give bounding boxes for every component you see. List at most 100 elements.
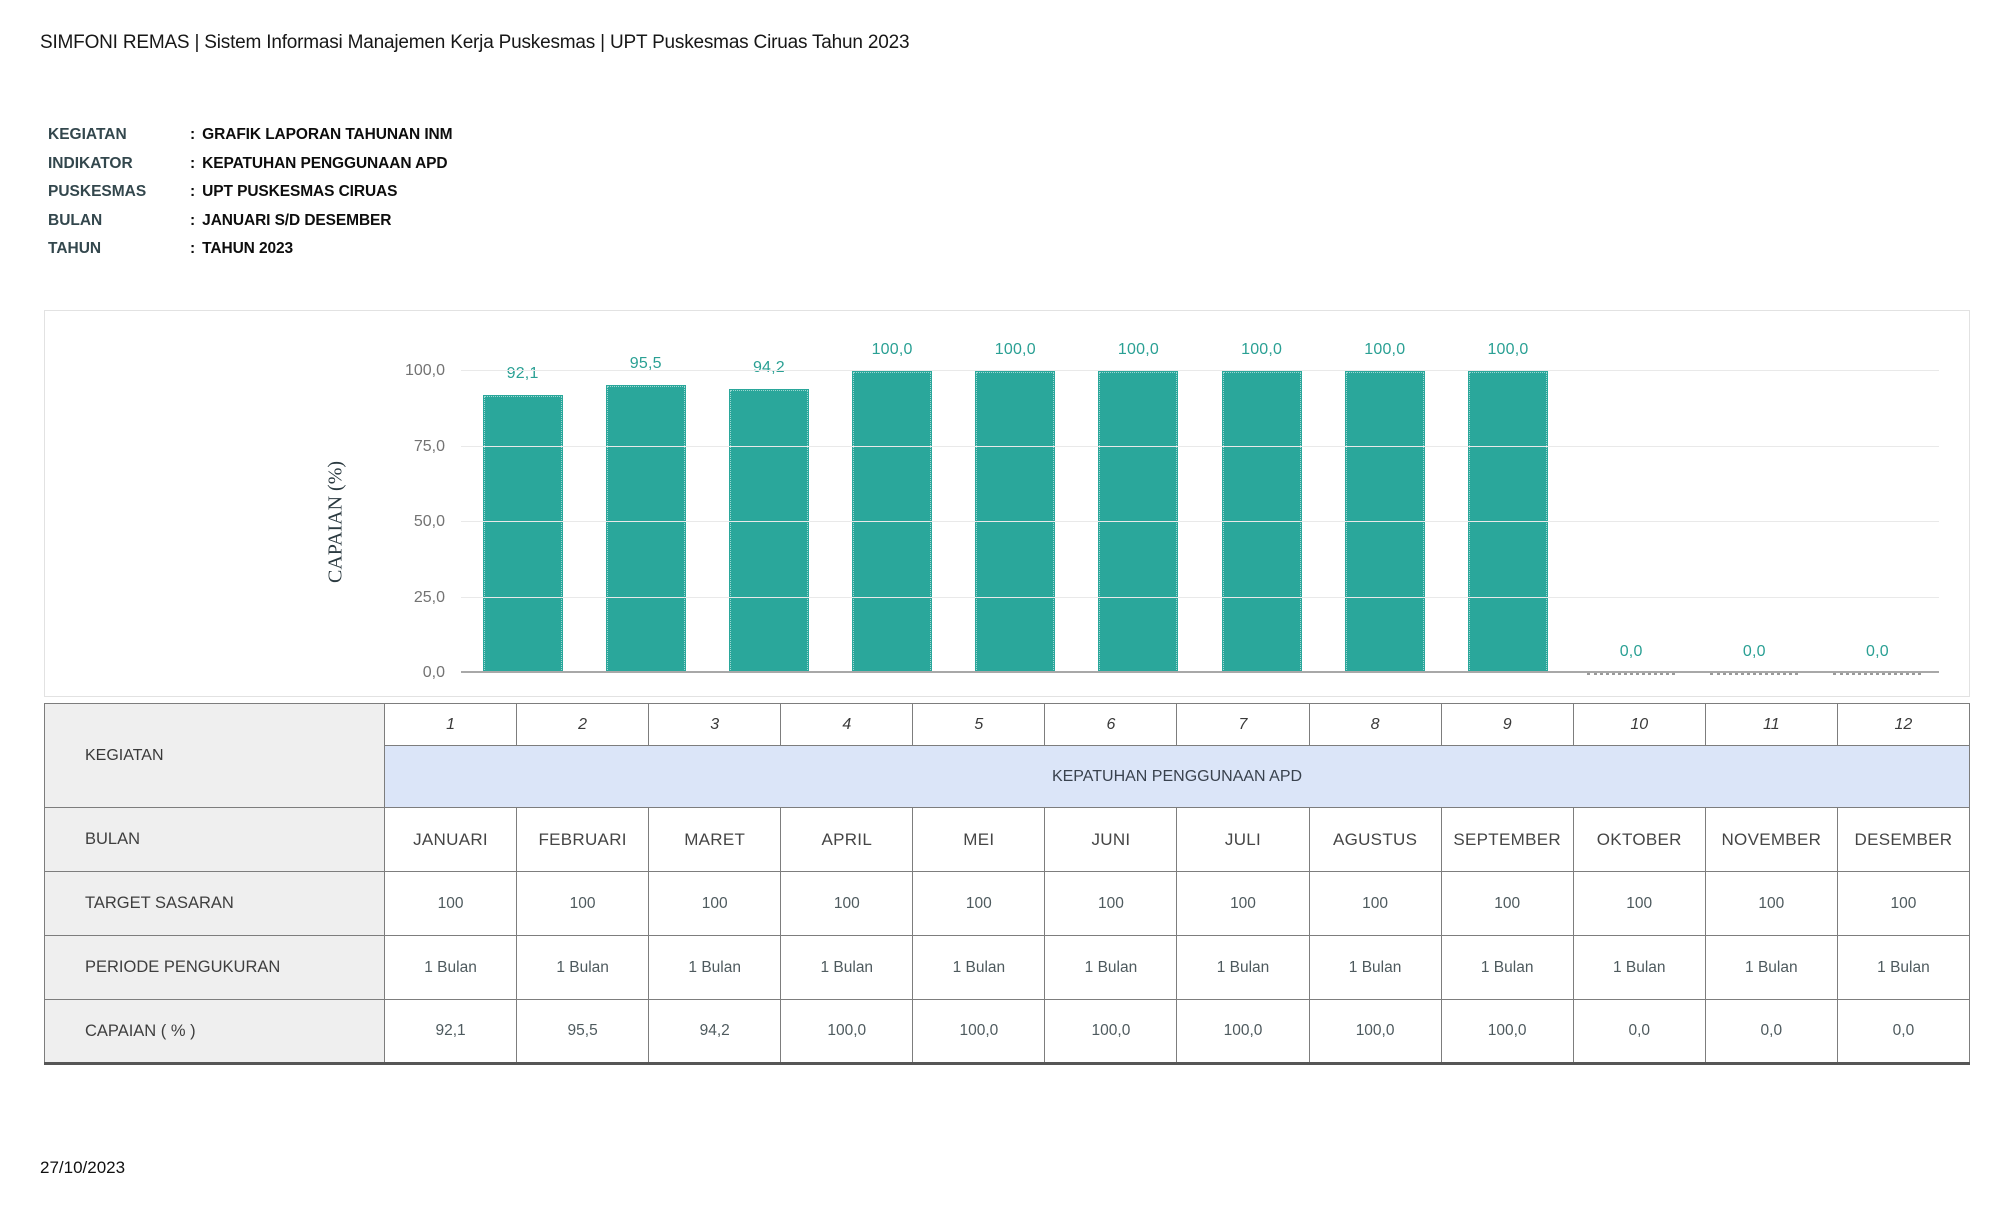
bar-slot-agustus: 100,0 xyxy=(1323,341,1446,673)
bar-februari[interactable] xyxy=(605,385,686,673)
bar-juni[interactable] xyxy=(1098,371,1179,673)
report-meta: KEGIATAN: GRAFIK LAPORAN TAHUNAN INM INDI… xyxy=(48,121,453,264)
bar-slot-mei: 100,0 xyxy=(954,341,1077,673)
table-cell: 100 xyxy=(1440,871,1574,936)
meta-label: TAHUN xyxy=(48,240,102,258)
report-table: KEGIATAN 1 2 3 4 5 6 7 8 9 10 11 12 KEPATUHAN PENGG… xyxy=(44,703,1971,1065)
gridline xyxy=(461,596,1939,598)
meta-row-puskesmas: PUSKESMAS: UPT PUSKESMAS CIRUAS xyxy=(48,178,452,207)
table-row-periode-pengukuran: PERIODE PENGUKURAN 1 Bulan 1 Bulan 1 Bulan… xyxy=(44,935,1971,1000)
table-row-capaian: CAPAIAN ( % ) 92,1 95,5 94,2 100,0 100,0 100,… xyxy=(44,999,1971,1064)
table-cell: 1 Bulan xyxy=(1044,935,1178,1000)
bar-value-label: 100,0 xyxy=(1241,341,1283,358)
table-corner-label: KEGIATAN xyxy=(44,703,385,808)
bar-mei[interactable] xyxy=(975,371,1056,673)
bar-januari[interactable] xyxy=(482,395,563,673)
bar-value-label: 100,0 xyxy=(994,341,1036,358)
meta-value: UPT PUSKESMAS CIRUAS xyxy=(202,183,398,201)
bar-maret[interactable] xyxy=(728,389,809,673)
month-number-cell: 4 xyxy=(780,703,914,746)
table-cell: FEBRUARI xyxy=(516,807,650,872)
table-cell: 1 Bulan xyxy=(516,935,650,1000)
table-cell: 1 Bulan xyxy=(912,935,1046,1000)
table-cell: 100,0 xyxy=(1440,999,1574,1064)
table-cell: 100 xyxy=(516,871,650,936)
table-cell: 100,0 xyxy=(1176,999,1310,1064)
table-cell: 1 Bulan xyxy=(383,935,518,1000)
bar-value-label: 0,0 xyxy=(1866,643,1889,660)
plot-area: 92,1 95,5 94,2 100,0 100,0 100,0 100,0 100,0 100… xyxy=(461,341,1939,675)
meta-separator: : xyxy=(190,240,196,258)
meta-row-bulan: BULAN: JANUARI S/D DESEMBER xyxy=(48,207,452,236)
meta-label: KEGIATAN xyxy=(48,126,127,144)
footer-date: 27/10/2023 xyxy=(40,1158,126,1177)
meta-value: TAHUN 2023 xyxy=(202,240,294,258)
table-cell: SEPTEMBER xyxy=(1440,807,1574,872)
bar-september[interactable] xyxy=(1467,371,1548,673)
table-cell: 100,0 xyxy=(1044,999,1178,1064)
bar-slot-februari: 95,5 xyxy=(584,355,707,673)
table-cell: 100 xyxy=(1176,871,1310,936)
meta-value: KEPATUHAN PENGGUNAAN APD xyxy=(202,154,448,172)
table-cell: 100 xyxy=(780,871,914,936)
table-cell: 1 Bulan xyxy=(780,935,914,1000)
y-axis-tick-label: 50,0 xyxy=(413,513,445,530)
table-cell: JULI xyxy=(1176,807,1310,872)
table-cell: 1 Bulan xyxy=(1176,935,1310,1000)
table-cell: 92,1 xyxy=(383,999,518,1064)
bar-value-label: 100,0 xyxy=(1364,341,1406,358)
bar-chart: CAPAIAN (%) 92,1 95,5 94,2 100,0 100,0 100,0 1… xyxy=(44,310,1970,697)
table-cell: 100,0 xyxy=(912,999,1046,1064)
page-title: SIMFONI REMAS | Sistem Informasi Manajem… xyxy=(40,32,910,53)
bar-value-label: 0,0 xyxy=(1742,643,1766,660)
table-cell: 94,2 xyxy=(648,999,782,1064)
table-cell: JANUARI xyxy=(383,807,518,872)
month-number-cell: 11 xyxy=(1704,703,1838,746)
table-row-bulan: BULAN JANUARI FEBRUARI MARET APRIL MEI JUNI JU… xyxy=(44,807,1971,872)
table-cell: 100 xyxy=(1044,871,1178,936)
bar-slot-maret: 94,2 xyxy=(707,359,830,673)
month-number-cell: 6 xyxy=(1044,703,1178,746)
meta-value: GRAFIK LAPORAN TAHUNAN INM xyxy=(202,126,453,144)
table-cell: 1 Bulan xyxy=(1308,935,1442,1000)
bar-slot-januari: 92,1 xyxy=(461,365,584,673)
bar-juli[interactable] xyxy=(1221,371,1302,673)
table-cell: 0,0 xyxy=(1836,999,1971,1064)
bar-agustus[interactable] xyxy=(1344,371,1425,673)
meta-separator: : xyxy=(190,154,196,172)
month-number-cell: 5 xyxy=(912,703,1046,746)
y-axis-tick-label: 75,0 xyxy=(413,437,445,455)
row-label-capaian: CAPAIAN ( % ) xyxy=(44,999,385,1064)
y-axis-tick-label: 0,0 xyxy=(422,664,445,681)
zero-bar-november xyxy=(1710,672,1799,675)
table-cell: JUNI xyxy=(1044,807,1178,872)
table-cell: AGUSTUS xyxy=(1308,807,1442,872)
y-axis-tick-label: 100,0 xyxy=(404,362,445,379)
table-cell: 1 Bulan xyxy=(1572,935,1706,1000)
bar-april[interactable] xyxy=(852,371,933,673)
table-cell: 100,0 xyxy=(1308,999,1442,1064)
bar-value-label: 92,1 xyxy=(506,365,539,382)
table-cell: 100 xyxy=(648,871,782,936)
table-cell: 1 Bulan xyxy=(1836,935,1971,1000)
bar-slot-juli: 100,0 xyxy=(1200,341,1323,673)
meta-row-kegiatan: KEGIATAN: GRAFIK LAPORAN TAHUNAN INM xyxy=(48,121,453,150)
row-label-bulan: BULAN xyxy=(44,807,385,872)
x-axis-baseline xyxy=(461,671,1939,673)
bar-value-label: 100,0 xyxy=(1117,341,1159,358)
meta-label: INDIKATOR xyxy=(48,154,133,172)
month-number-cell: 1 xyxy=(383,703,518,746)
table-cell: 100 xyxy=(1572,871,1706,936)
month-number-cell: 7 xyxy=(1176,703,1310,746)
meta-separator: : xyxy=(190,183,196,201)
bar-value-label: 0,0 xyxy=(1619,643,1643,660)
table-cell: 100,0 xyxy=(780,999,914,1064)
table-row-numbers: KEGIATAN 1 2 3 4 5 6 7 8 9 10 11 12 xyxy=(44,703,1971,808)
meta-row-tahun: TAHUN: TAHUN 2023 xyxy=(48,235,452,264)
table-cell: 100 xyxy=(383,871,518,936)
table-cell: APRIL xyxy=(780,807,914,872)
bar-value-label: 100,0 xyxy=(1487,341,1529,358)
meta-label: PUSKESMAS xyxy=(48,183,147,201)
meta-separator: : xyxy=(190,211,196,229)
bar-value-label: 100,0 xyxy=(871,341,913,358)
